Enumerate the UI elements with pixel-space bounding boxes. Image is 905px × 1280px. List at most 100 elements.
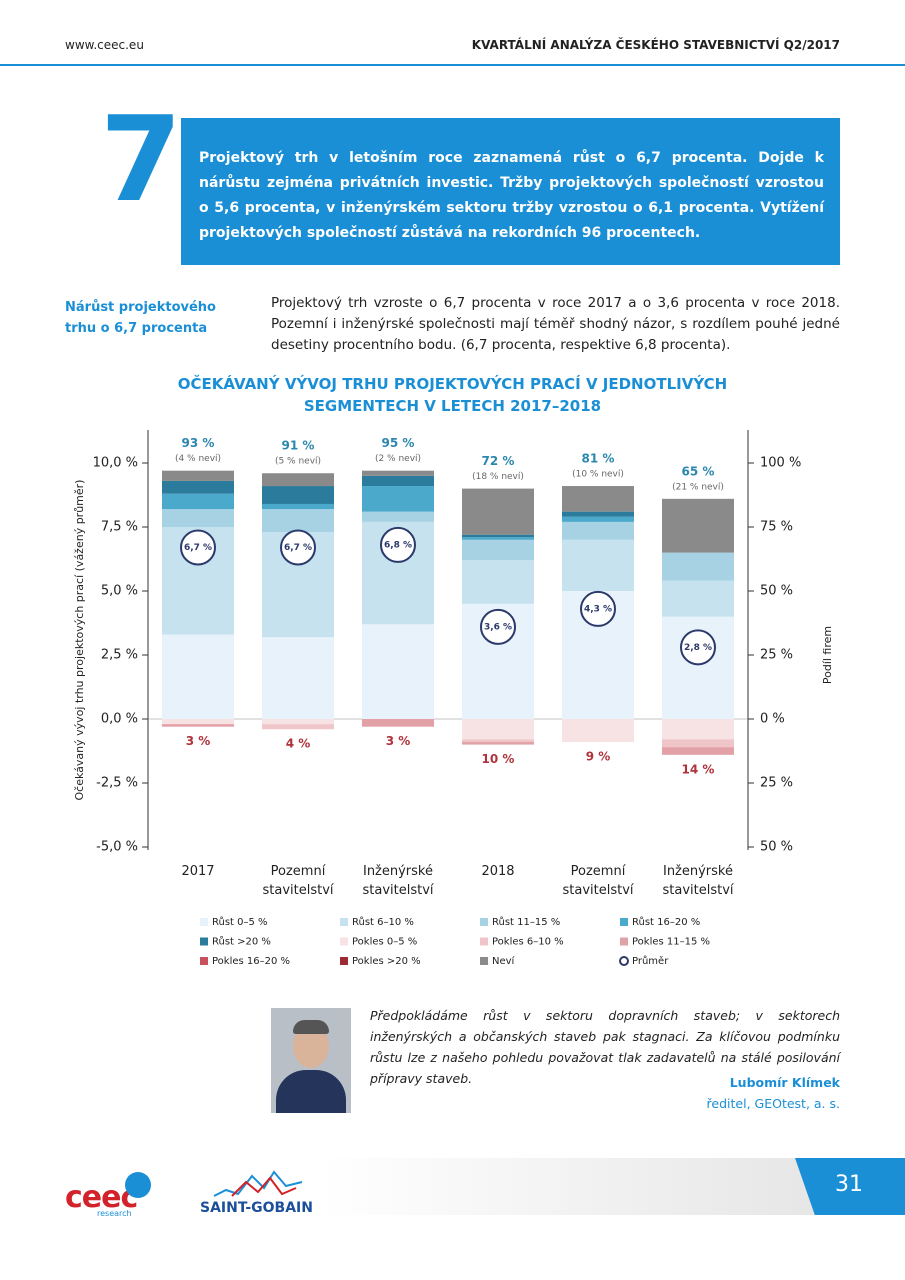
growth-label: 93 % (182, 436, 215, 450)
x-tick-label: Pozemní stavitelství (262, 864, 334, 898)
bar-segment (362, 470, 434, 476)
legend-swatch (200, 957, 208, 965)
unknown-label: (10 % neví) (572, 470, 624, 480)
average-marker (580, 590, 616, 627)
callout-number: 7 (100, 90, 183, 228)
legend-label: Růst >20 % (212, 936, 271, 948)
bar-segment (462, 742, 534, 745)
legend-label: Růst 16–20 % (632, 916, 700, 928)
legend-label: Pokles 0–5 % (352, 937, 417, 948)
bar-segment (462, 488, 534, 535)
y2-axis-label: Podíl firem (821, 626, 834, 684)
y-tick-label: -5,0 % (96, 840, 138, 855)
legend-label: Průměr (632, 955, 669, 967)
legend-swatch (340, 918, 348, 926)
header-rule (0, 64, 905, 66)
x-tick-label: 2018 (481, 864, 515, 879)
legend-marker (619, 956, 629, 966)
decline-label: 9 % (586, 750, 611, 764)
bar-segment (562, 521, 634, 540)
legend-swatch (480, 957, 488, 965)
bar-segment (662, 719, 734, 740)
bar-segment (262, 637, 334, 719)
unknown-label: (18 % neví) (472, 472, 524, 482)
bar-segment (162, 634, 234, 719)
growth-label: 91 % (282, 439, 315, 453)
average-marker (180, 529, 216, 566)
unknown-label: (5 % neví) (275, 457, 321, 467)
average-label: 4,3 % (584, 604, 612, 614)
bar-segment (562, 511, 634, 517)
bar-segment (162, 509, 234, 527)
x-tick-label: Pozemní stavitelství (562, 864, 634, 898)
bar-segment (362, 624, 434, 719)
quote-role: ředitel, GEOtest, a. s. (706, 1096, 840, 1111)
legend-label: Růst 6–10 % (352, 916, 414, 928)
y2-tick-label: 75 % (760, 520, 793, 535)
bar-segment (562, 719, 634, 743)
legend-label: Neví (492, 955, 516, 967)
average-label: 6,7 % (284, 543, 312, 553)
bar-segment (162, 470, 234, 481)
y-tick-label: 2,5 % (101, 648, 138, 663)
average-label: 6,7 % (184, 543, 212, 553)
y2-tick-label: 50 % (760, 840, 793, 855)
bar-segment (662, 498, 734, 553)
logo-ceec-icon (125, 1172, 151, 1198)
bar-segment (262, 473, 334, 487)
bar-segment (162, 719, 234, 725)
legend-swatch (200, 918, 208, 926)
unknown-label: (21 % neví) (672, 482, 724, 492)
decline-label: 3 % (386, 734, 411, 748)
y-tick-label: 7,5 % (101, 520, 138, 535)
bar-segment (662, 580, 734, 617)
y2-tick-label: 25 % (760, 776, 793, 791)
bar-segment (562, 516, 634, 522)
x-tick-label: Inženýrské stavitelství (662, 864, 734, 898)
legend-swatch (200, 937, 208, 946)
legend-label: Pokles 6–10 % (492, 937, 564, 948)
legend-label: Růst 11–15 % (492, 916, 560, 928)
callout-text: Projektový trh v letošním roce zaznamená… (199, 150, 824, 241)
bar-segment (162, 493, 234, 510)
bar-segment (262, 509, 334, 533)
legend-swatch (480, 918, 488, 926)
bar-segment (362, 486, 434, 512)
bar-segment (662, 747, 734, 755)
bar-segment (262, 719, 334, 725)
legend-label: Pokles 16–20 % (212, 956, 290, 967)
bar-segment (662, 552, 734, 581)
y-tick-label: 5,0 % (101, 584, 138, 599)
y-tick-label: 0,0 % (101, 712, 138, 727)
site: www.ceec.eu (65, 38, 144, 52)
section-text: Projektový trh vzroste o 6,7 procenta v … (271, 295, 840, 353)
y-tick-label: -2,5 % (96, 776, 138, 791)
bar-segment (362, 475, 434, 487)
bar-segment (462, 560, 534, 604)
average-marker (380, 526, 416, 563)
legend-label: Růst 0–5 % (212, 916, 268, 928)
x-tick-label: Inženýrské stavitelství (362, 864, 434, 898)
chart: -5,0 % -2,5 % 0,0 % 2,5 % 5,0 % 7,5 % 10,0 % 50… (73, 430, 834, 967)
bar-segment (162, 724, 234, 727)
bar-segment (262, 724, 334, 730)
portrait (271, 1008, 351, 1113)
bar-segment (562, 486, 634, 512)
quote-text: Předpokládáme růst v sektoru dopravních … (370, 1008, 840, 1086)
y-axis-label: Očekávaný vývoj trhu projektových prací … (73, 480, 86, 801)
x-tick-label: 2017 (181, 864, 215, 879)
callout-box (181, 118, 840, 265)
y2-tick-label: 25 % (760, 648, 793, 663)
legend-swatch (620, 937, 628, 946)
logo-ceec-sub: research (97, 1209, 132, 1218)
bar-segment (562, 539, 634, 591)
growth-label: 65 % (682, 464, 715, 478)
bar-segment (462, 739, 534, 743)
bar-segment (662, 739, 734, 748)
header-title: KVARTÁLNÍ ANALÝZA ČESKÉHO STAVEBNICTVÍ Q… (471, 38, 840, 52)
growth-label: 95 % (382, 436, 415, 450)
y2-tick-label: 100 % (760, 456, 801, 471)
growth-label: 81 % (582, 452, 615, 466)
average-marker (680, 629, 716, 666)
decline-label: 3 % (186, 734, 211, 748)
